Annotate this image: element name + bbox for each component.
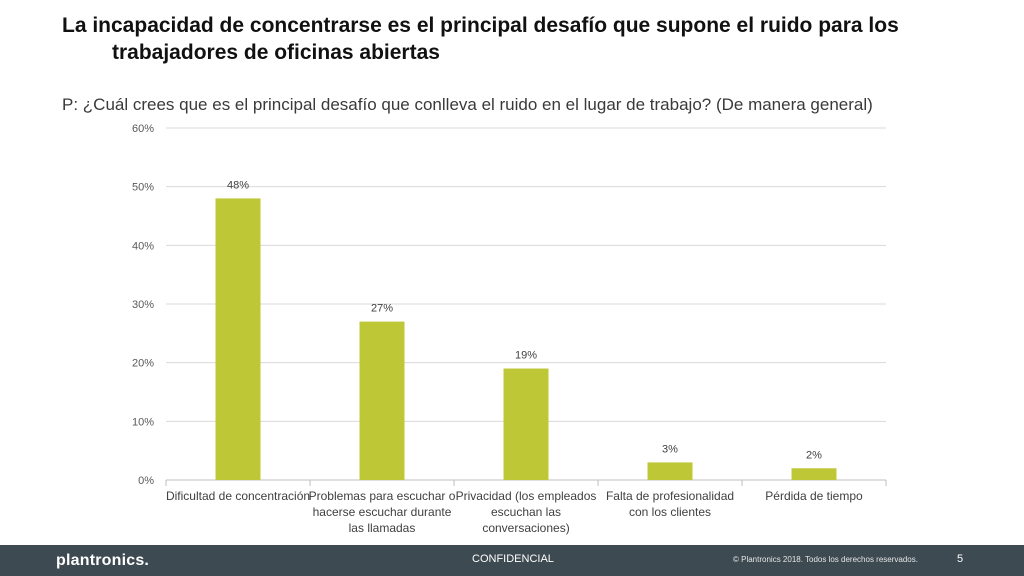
x-tick-label: Dificultad de concentración: [166, 489, 310, 503]
data-label: 48%: [227, 179, 249, 191]
x-tick-label: Falta de profesionalidad con los clientes: [606, 489, 734, 519]
survey-question: P: ¿Cuál crees que es el principal desaf…: [62, 95, 873, 114]
bar-chart: 0% 10% 20% 30% 40% 50% 60% 48% Dificultad de con…: [132, 123, 887, 535]
copyright-text: © Plantronics 2018. Todos los derechos r…: [733, 555, 918, 564]
x-tick-label: Privacidad (los empleados escuchan las con…: [456, 489, 597, 535]
x-tick-label-line: las llamadas: [349, 521, 416, 535]
y-tick-label: 50%: [132, 182, 154, 194]
plantronics-logo: plantronics.: [56, 552, 150, 569]
page-number: 5: [957, 553, 964, 565]
x-tick-label-line: con los clientes: [629, 505, 711, 519]
x-tick-label-line: Pérdida de tiempo: [765, 489, 863, 503]
confidential-label: CONFIDENCIAL: [472, 553, 554, 565]
data-label: 19%: [515, 350, 537, 362]
x-tick-label-line: Dificultad de concentración: [166, 489, 310, 503]
slide-title: La incapacidad de concentrarse es el pri…: [62, 12, 962, 66]
x-tick-label-line: Falta de profesionalidad: [606, 489, 734, 503]
bar: [503, 368, 549, 480]
y-tick-label: 10%: [132, 416, 154, 428]
x-tick-label-line: hacerse escuchar durante: [313, 505, 452, 519]
bar: [647, 462, 693, 480]
y-tick-label: 20%: [132, 358, 154, 370]
x-tick-label-line: conversaciones): [482, 521, 569, 535]
y-tick-label: 60%: [132, 123, 154, 135]
bar: [359, 321, 405, 480]
data-label: 2%: [806, 449, 822, 461]
footer-bar: plantronics. CONFIDENCIAL © Plantronics …: [0, 545, 1024, 576]
y-tick-label: 30%: [132, 299, 154, 311]
data-label: 27%: [371, 303, 393, 315]
data-label: 3%: [662, 443, 678, 455]
x-tick-label-line: Problemas para escuchar o: [309, 489, 456, 503]
x-tick-label: Problemas para escuchar o hacerse escucha…: [309, 489, 456, 535]
x-tick-label-line: escuchan las: [491, 505, 561, 519]
y-tick-label: 40%: [132, 240, 154, 252]
slide-title-line2: trabajadores de oficinas abiertas: [112, 41, 440, 64]
bar: [215, 198, 261, 480]
y-tick-label: 0%: [138, 475, 154, 487]
x-tick-label-line: Privacidad (los empleados: [456, 489, 597, 503]
x-tick-label: Pérdida de tiempo: [765, 489, 863, 503]
slide-title-line1: La incapacidad de concentrarse es el pri…: [62, 14, 899, 37]
bar: [791, 468, 837, 480]
